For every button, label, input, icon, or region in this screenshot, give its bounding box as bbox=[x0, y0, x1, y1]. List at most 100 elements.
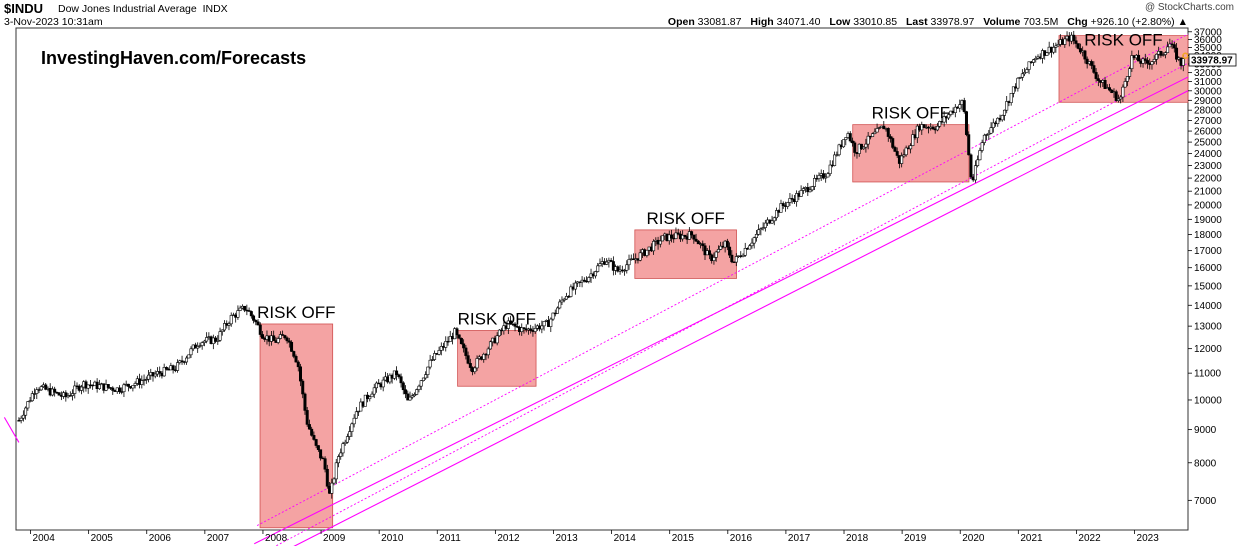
candle-body bbox=[1000, 115, 1004, 121]
candle-body bbox=[424, 374, 428, 379]
candle-body bbox=[218, 331, 222, 341]
candle-body bbox=[611, 261, 615, 271]
candle-body bbox=[743, 248, 747, 256]
candle-body bbox=[623, 269, 627, 272]
candle-body bbox=[895, 151, 899, 156]
volume-label: Volume bbox=[983, 16, 1021, 28]
y-tick-label: 15000 bbox=[1194, 281, 1222, 292]
candle-body bbox=[598, 263, 602, 267]
y-tick-label: 32000 bbox=[1194, 68, 1222, 79]
candle-body bbox=[1083, 50, 1087, 60]
candle-body bbox=[126, 383, 130, 387]
candle-body bbox=[19, 417, 23, 421]
candle-body bbox=[131, 385, 135, 389]
candle-body bbox=[953, 106, 957, 113]
x-tick-label: 2014 bbox=[614, 533, 637, 544]
candle-body bbox=[164, 367, 168, 370]
y-tick-label: 10000 bbox=[1194, 395, 1222, 406]
candle-body bbox=[28, 400, 32, 402]
candle-body bbox=[249, 311, 253, 317]
candle-body bbox=[676, 232, 680, 235]
y-tick-label: 22000 bbox=[1194, 174, 1222, 185]
y-tick-label: 20000 bbox=[1194, 200, 1222, 211]
candle-body bbox=[381, 379, 385, 388]
x-tick-label: 2010 bbox=[381, 533, 404, 544]
candle-body bbox=[185, 357, 189, 363]
candle-body bbox=[1074, 40, 1078, 44]
low-label: Low bbox=[829, 16, 851, 28]
y-tick-label: 24000 bbox=[1194, 149, 1222, 160]
x-axis: 2004 2005 2006 2007 2008 2009 2010 2011 2012 2013… bbox=[30, 530, 1159, 544]
candle-body bbox=[748, 245, 752, 250]
candle-body bbox=[468, 363, 472, 368]
candle-body bbox=[1027, 61, 1031, 70]
candle-body bbox=[1152, 59, 1156, 62]
candle-body bbox=[1159, 51, 1163, 56]
candle-body bbox=[455, 328, 459, 336]
candle-body bbox=[813, 178, 817, 187]
candle-body bbox=[661, 235, 665, 242]
last-price-tag-bg bbox=[1188, 53, 1237, 67]
candle-body bbox=[254, 320, 258, 323]
candle-body bbox=[741, 254, 745, 257]
candle-body bbox=[1175, 47, 1179, 60]
candle-body bbox=[341, 443, 345, 454]
candle-body bbox=[725, 240, 729, 248]
candle-body bbox=[810, 186, 814, 191]
candle-body bbox=[1032, 59, 1036, 63]
candle-body bbox=[336, 456, 340, 464]
candle-body bbox=[35, 389, 39, 394]
high-label: High bbox=[750, 16, 774, 28]
candle-body bbox=[593, 271, 597, 277]
y-tick-label: 13000 bbox=[1194, 322, 1222, 333]
candle-body bbox=[1143, 58, 1147, 61]
candle-body bbox=[859, 143, 863, 150]
candle-body bbox=[900, 155, 904, 164]
candle-body bbox=[728, 246, 732, 256]
x-tick-label: 2016 bbox=[730, 533, 753, 544]
candle-body bbox=[433, 353, 437, 360]
candle-body bbox=[247, 310, 251, 312]
candle-body bbox=[153, 373, 157, 377]
y-tick-label: 8000 bbox=[1194, 458, 1217, 469]
candle-body bbox=[205, 337, 209, 342]
candle-body bbox=[625, 264, 629, 271]
candle-body bbox=[437, 350, 441, 355]
candle-body bbox=[370, 393, 374, 398]
candle-body bbox=[323, 458, 327, 470]
candle-body bbox=[772, 217, 776, 222]
symbol: $INDU bbox=[4, 1, 44, 16]
candle-body bbox=[513, 323, 517, 327]
candle-body bbox=[345, 436, 349, 443]
candle-body bbox=[332, 478, 336, 484]
risk-off-label-5: RISK OFF bbox=[1084, 31, 1162, 50]
candle-body bbox=[556, 307, 560, 314]
candle-body bbox=[292, 351, 296, 357]
y-tick-label: 31000 bbox=[1194, 77, 1222, 88]
candle-body bbox=[303, 393, 307, 411]
candle-body bbox=[817, 175, 821, 179]
candle-body bbox=[404, 389, 408, 395]
candle-body bbox=[86, 384, 90, 389]
candle-body bbox=[781, 203, 785, 206]
x-tick-label: 2015 bbox=[672, 533, 695, 544]
last-label: Last bbox=[906, 16, 928, 28]
candle-body bbox=[21, 414, 25, 419]
risk-off-label-2: RISK OFF bbox=[458, 310, 536, 329]
candle-body bbox=[256, 321, 260, 326]
candle-body bbox=[285, 337, 289, 342]
candle-body bbox=[871, 133, 875, 137]
candle-body bbox=[969, 154, 973, 178]
trendline-5 bbox=[256, 33, 1189, 526]
y-tick-label: 25000 bbox=[1194, 138, 1222, 149]
candle-body bbox=[1056, 44, 1060, 47]
last-value: 33978.97 bbox=[930, 16, 975, 28]
candle-body bbox=[833, 154, 837, 166]
candle-body bbox=[475, 358, 479, 369]
candle-body bbox=[730, 254, 734, 263]
candle-body bbox=[294, 356, 298, 363]
candle-body bbox=[71, 393, 75, 396]
candle-body bbox=[216, 340, 220, 342]
candle-body bbox=[236, 310, 240, 318]
